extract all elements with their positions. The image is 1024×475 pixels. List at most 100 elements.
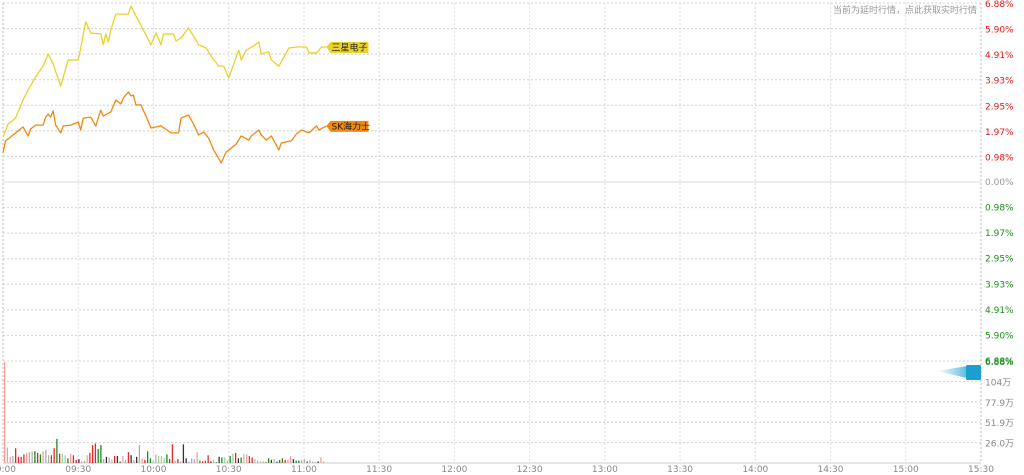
volume-bar (83, 460, 86, 463)
volume-bar (125, 459, 127, 463)
y-tick-label: 4.91% (985, 51, 1014, 61)
volume-bar (309, 459, 311, 463)
volume-bar (158, 456, 160, 463)
series-tag[interactable]: SK海力士 (326, 120, 370, 132)
volume-bar (133, 459, 135, 463)
volume-bar (251, 457, 253, 463)
volume-bar (320, 457, 322, 463)
x-tick-label: 11:00 (291, 465, 317, 475)
y-tick-label: 3.93% (985, 77, 1014, 87)
volume-bar (259, 461, 262, 463)
volume-bar (147, 451, 149, 463)
volume-bar (292, 459, 295, 463)
volume-bar (72, 455, 75, 463)
x-tick-label: 14:30 (818, 465, 844, 475)
grid (2, 2, 982, 464)
volume-bar (119, 461, 121, 463)
series-line (2, 91, 327, 164)
volume-bar (171, 444, 174, 463)
series-name: 三星电子 (331, 41, 367, 53)
x-axis: 09:00 09:30 10:00 10:30 11:00 11:30 12:00 12:30… (0, 465, 994, 475)
y-tick-label: 2.95% (985, 102, 1014, 112)
volume-bar (59, 453, 61, 463)
x-tick-label: 14:00 (742, 465, 768, 475)
x-tick-label: 12:30 (517, 465, 543, 475)
series-tag-background (326, 41, 369, 53)
volume-bar (37, 452, 39, 463)
volume-bar (39, 454, 42, 463)
volume-bar (108, 457, 110, 463)
volume-bar (114, 456, 116, 463)
volume-bar (163, 457, 165, 463)
volume-bar (9, 456, 11, 463)
volume-bar (235, 452, 237, 463)
volume-bars (4, 362, 325, 463)
delayed-quote-notice[interactable]: 当前为延时行情，点此获取实时行情 (833, 4, 977, 16)
volume-bar (111, 459, 113, 463)
current-position-marker[interactable]: 6.88% (937, 358, 1014, 380)
volume-bar (28, 452, 31, 463)
y-tick-label: 3.93% (985, 280, 1014, 290)
volume-bar (144, 459, 146, 463)
volume-bar (273, 459, 275, 463)
volume-bar (298, 460, 300, 463)
volume-bar (279, 459, 281, 463)
volume-bar (191, 458, 193, 463)
volume-bar (152, 460, 154, 463)
volume-bar (284, 459, 286, 463)
volume-tick-label: 51.9万 (985, 419, 1014, 429)
y-tick-label: 6.88% (985, 0, 1014, 10)
volume-bar (317, 461, 319, 463)
volume-bar (42, 451, 44, 463)
volume-bar (103, 459, 105, 463)
volume-bar (174, 460, 176, 463)
volume-bar (56, 438, 58, 463)
volume-bar (130, 455, 132, 463)
volume-bar (323, 461, 325, 463)
x-tick-label: 09:00 (0, 465, 16, 475)
series-name: SK海力士 (331, 120, 370, 132)
volume-bar (34, 451, 36, 463)
volume-bar (92, 445, 94, 463)
volume-bar (262, 461, 264, 463)
volume-bar (4, 362, 6, 463)
volume-bar (97, 449, 99, 463)
volume-bar (23, 454, 25, 463)
volume-bar (193, 459, 196, 463)
volume-bar (257, 460, 259, 463)
volume-bar (207, 455, 209, 463)
y-axis: 6.88% 5.90% 4.91% 3.93% 2.95% 1.97% 0.98% 0.00%… (985, 0, 1014, 450)
volume-bar (248, 456, 251, 463)
volume-bar (221, 457, 223, 463)
volume-bar (53, 448, 55, 463)
x-tick-label: 15:00 (893, 465, 919, 475)
volume-bar (17, 456, 20, 463)
volume-bar (268, 458, 270, 463)
volume-bar (226, 460, 229, 463)
x-tick-label: 13:00 (592, 465, 618, 475)
x-tick-label: 15:30 (968, 465, 994, 475)
marker-label: 6.88% (985, 358, 1014, 368)
volume-bar (75, 459, 77, 463)
volume-bar (141, 458, 143, 463)
volume-bar (312, 461, 314, 463)
volume-bar (31, 451, 33, 463)
y-tick-label: 1.97% (985, 128, 1014, 138)
y-tick-label: 5.90% (985, 26, 1014, 36)
volume-bar (182, 444, 185, 463)
volume-bar (210, 461, 212, 463)
volume-tick-label: 104万 (985, 378, 1011, 388)
series-tag[interactable]: 三星电子 (326, 41, 369, 53)
volume-bar (204, 460, 207, 463)
volume-bar (180, 461, 182, 463)
volume-bar (116, 456, 119, 463)
volume-bar (215, 462, 218, 463)
volume-bar (224, 457, 226, 463)
volume-bar (149, 458, 152, 463)
volume-bar (70, 453, 72, 463)
volume-bar (295, 460, 297, 463)
volume-bar (290, 456, 292, 463)
volume-bar (48, 455, 50, 463)
volume-bar (185, 458, 187, 463)
